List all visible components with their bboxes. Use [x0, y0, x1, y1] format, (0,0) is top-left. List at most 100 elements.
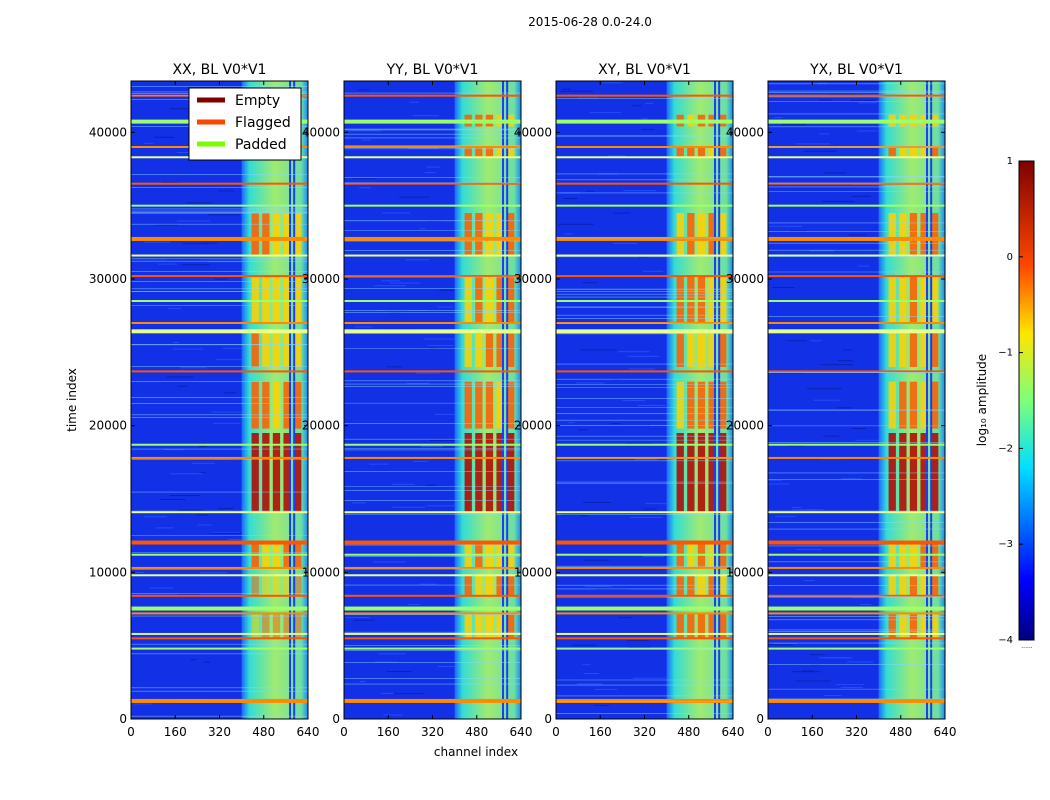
noise-speck	[810, 340, 822, 342]
flagged-row	[556, 540, 733, 545]
y-tick-label: 20000	[89, 419, 127, 433]
noise-speck	[560, 90, 594, 92]
noise-speck	[354, 326, 372, 328]
x-tick-label: 160	[377, 725, 400, 739]
noise-speck	[637, 405, 666, 407]
hot-block	[899, 330, 907, 367]
noise-speck	[182, 264, 210, 266]
flagged-row	[768, 511, 945, 514]
noise-speck	[820, 364, 853, 366]
noise-speck	[425, 166, 441, 168]
hot-block	[464, 276, 472, 323]
legend: Empty Flagged Padded	[188, 87, 302, 161]
noise-speck	[627, 355, 660, 357]
x-tick-label: 320	[421, 725, 444, 739]
flagged-row	[768, 370, 945, 373]
flagged-row	[344, 236, 521, 241]
hot-block	[920, 147, 928, 158]
noise-speck	[134, 703, 153, 705]
hot-block	[719, 213, 727, 256]
noise-speck	[386, 366, 403, 368]
y-tick-label: 10000	[726, 565, 764, 579]
noise-speck	[170, 473, 203, 475]
noise-speck	[222, 347, 242, 349]
noise-speck	[177, 385, 188, 387]
noise-speck	[838, 360, 853, 362]
hot-block	[475, 381, 483, 429]
noise-speck	[580, 515, 589, 517]
flagged-row	[556, 566, 733, 569]
flagged-row	[556, 329, 733, 334]
noise-speck	[789, 230, 807, 232]
hot-block	[888, 276, 896, 323]
hot-block	[507, 575, 515, 596]
colorbar: log₁₀ amplitude ...... 1 0 −1 −2 −3 −4	[975, 156, 1035, 650]
noise-speck	[427, 505, 456, 507]
noise-speck	[794, 143, 830, 145]
hot-block	[719, 381, 727, 429]
flagged-row	[556, 182, 733, 185]
flagged-row	[556, 637, 733, 640]
noise-speck	[392, 483, 415, 485]
noise-speck	[155, 224, 179, 226]
hot-block	[262, 381, 270, 429]
noise-speck	[399, 196, 430, 198]
flagged-row	[768, 647, 945, 650]
noise-speck	[211, 411, 242, 413]
hot-block	[687, 381, 695, 429]
noise-speck	[835, 684, 865, 686]
hot-block	[676, 381, 684, 429]
noise-speck	[585, 190, 595, 192]
hot-block	[464, 433, 472, 513]
noise-speck	[792, 509, 824, 511]
colorbar-tick-label: 0	[1007, 252, 1013, 263]
noise-speck	[567, 422, 575, 424]
noise-speck	[176, 220, 211, 222]
hot-block	[507, 381, 515, 429]
flagged-row	[131, 322, 308, 324]
hot-block	[931, 147, 939, 158]
flagged-row	[768, 637, 945, 640]
noise-speck	[818, 657, 850, 659]
flagged-row	[344, 594, 521, 597]
noise-speck	[172, 348, 204, 350]
noise-speck	[618, 617, 632, 619]
x-tick-label: 160	[589, 725, 612, 739]
hot-block	[899, 276, 907, 323]
noise-speck	[634, 458, 658, 460]
x-tick-label: 320	[633, 725, 656, 739]
colorbar-footnote: ......	[1021, 643, 1033, 650]
flagged-row	[556, 94, 733, 97]
noise-speck	[641, 129, 655, 131]
y-tick-label: 20000	[514, 419, 552, 433]
hot-block	[888, 433, 896, 513]
noise-speck	[850, 99, 876, 101]
hot-block	[920, 213, 928, 256]
noise-speck	[602, 82, 623, 84]
flagged-row	[344, 632, 521, 635]
noise-speck	[154, 136, 175, 138]
noise-speck	[359, 187, 372, 189]
flagged-row	[344, 94, 521, 97]
noise-speck	[582, 282, 598, 284]
hot-block	[708, 381, 716, 429]
flagged-row	[556, 574, 733, 577]
hot-block	[272, 433, 281, 513]
noise-speck	[632, 677, 667, 679]
colorbar-tick-label: −1	[998, 348, 1013, 359]
hot-block	[496, 575, 504, 596]
hot-block	[931, 381, 939, 429]
flagged-row	[344, 119, 521, 124]
x-tick-label: 480	[252, 725, 275, 739]
x-tick-label: 320	[208, 725, 231, 739]
y-tick-label: 10000	[302, 565, 340, 579]
noise-speck	[170, 108, 189, 110]
noise-speck	[558, 223, 594, 225]
hot-block	[475, 276, 483, 323]
flagged-row	[131, 182, 308, 185]
x-tick-label: 320	[845, 725, 868, 739]
flagged-row	[344, 606, 521, 611]
flagged-row	[768, 94, 945, 97]
hot-block	[485, 575, 494, 596]
noise-speck	[133, 571, 144, 573]
